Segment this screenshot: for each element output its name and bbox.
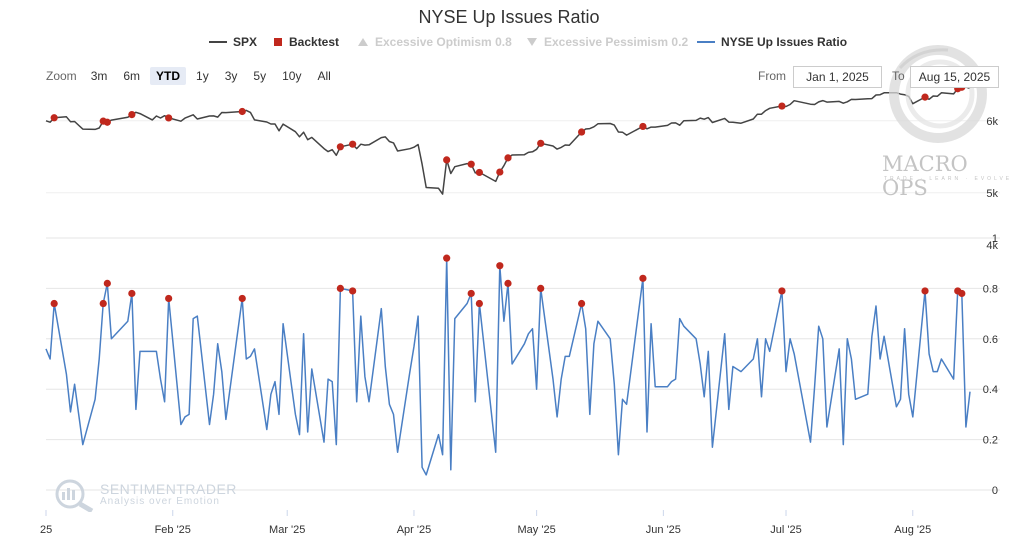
backtest-marker-ratio (778, 287, 786, 295)
x-tick-label: Mar '25 (269, 524, 305, 536)
zoom-ytd-button[interactable]: YTD (150, 67, 187, 85)
backtest-marker-ratio (128, 289, 136, 298)
backtest-marker-spx (349, 140, 357, 148)
backtest-marker-ratio (165, 294, 173, 303)
macro-ops-logo-icon (889, 45, 987, 143)
legend-label-excessive-pessimism: Excessive Pessimism 0.2 (544, 35, 689, 49)
zoom-label: Zoom (46, 69, 77, 83)
x-tick-label: 25 (40, 524, 52, 536)
backtest-marker-spx (238, 107, 246, 116)
line-marker-icon (209, 41, 227, 43)
x-tick-label: Jul '25 (770, 524, 801, 536)
spx-tick-label: 5k (986, 188, 998, 200)
backtest-marker-spx (504, 154, 512, 162)
backtest-marker-ratio (577, 299, 586, 308)
from-label: From (758, 69, 786, 83)
chart-gridlines (45, 120, 1000, 516)
zoom-1y-button[interactable]: 1y (196, 69, 209, 83)
zoom-3m-button[interactable]: 3m (90, 69, 108, 83)
backtest-marker-ratio (336, 284, 344, 292)
backtest-marker-ratio (958, 289, 966, 298)
backtest-marker-spx (639, 122, 647, 131)
up-issues-series-line (45, 257, 971, 476)
x-tick-label: May '25 (518, 524, 556, 536)
backtest-marker-spx (103, 118, 111, 126)
legend-label-backtest: Backtest (289, 35, 340, 49)
macro-ops-tagline: TRADE · LEARN · EVOLVE (884, 176, 1013, 182)
ratio-tick-label: 0.8 (983, 283, 998, 295)
axis-labels: 0 0.2 0.4 0.6 0.8 1 6k 5k 4k 25 Feb '25 Mar '25 Apr … (40, 116, 998, 536)
zoom-all-button[interactable]: All (317, 69, 331, 83)
x-tick-label: Aug '25 (894, 524, 931, 536)
legend-item-up-issues[interactable]: NYSE Up Issues Ratio (697, 35, 847, 49)
backtest-marker-ratio (537, 284, 545, 292)
square-marker-icon (274, 38, 282, 46)
spx-tick-label: 6k (986, 116, 998, 128)
backtest-marker-spx (128, 111, 136, 119)
triangle-up-icon (358, 38, 368, 46)
to-label: To (892, 69, 905, 83)
legend-item-backtest[interactable]: Backtest (273, 35, 339, 49)
x-tick-label: Feb '25 (155, 524, 191, 536)
from-date-input[interactable]: Jan 1, 2025 (793, 66, 882, 88)
legend-item-excessive-pessimism[interactable]: Excessive Pessimism 0.2 (526, 35, 688, 49)
backtest-marker-ratio (921, 287, 929, 295)
zoom-controls: Zoom 3m 6m YTD 1y 3y 5y 10y All (46, 66, 337, 86)
backtest-marker-ratio (50, 299, 58, 308)
macro-ops-watermark: MACRO OPS (882, 152, 968, 200)
zoom-10y-button[interactable]: 10y (282, 69, 302, 83)
backtest-marker-spx (165, 114, 173, 122)
spx-extra-tick-label: 4k (986, 240, 998, 252)
legend-label-spx: SPX (233, 35, 258, 49)
triangle-down-icon (527, 38, 537, 46)
zoom-6m-button[interactable]: 6m (123, 69, 141, 83)
legend-label-up-issues: NYSE Up Issues Ratio (721, 35, 848, 49)
backtest-marker-spx (475, 168, 483, 177)
zoom-5y-button[interactable]: 5y (253, 69, 267, 83)
backtest-marker-spx (496, 168, 504, 176)
legend-item-spx[interactable]: SPX (209, 35, 257, 49)
ratio-tick-label: 0.2 (983, 435, 998, 447)
chart-legend: SPX Backtest Excessive Optimism 0.8 Exce… (0, 35, 1018, 53)
backtest-marker-spx (336, 143, 344, 151)
ratio-tick-label: 0.4 (983, 384, 998, 396)
backtest-marker-spx (778, 102, 786, 110)
backtest-marker-ratio (496, 262, 504, 270)
to-date-input[interactable]: Aug 15, 2025 (910, 66, 999, 88)
sentimentrader-watermark: SENTIMENTRADER (100, 481, 237, 497)
x-tick-label: Jun '25 (646, 524, 681, 536)
backtest-marker-ratio (504, 279, 512, 287)
chart-title: NYSE Up Issues Ratio (418, 7, 600, 27)
backtest-marker-spx (537, 139, 545, 147)
backtest-marker-ratio (349, 287, 357, 295)
sentimentrader-logo-icon (55, 479, 94, 512)
backtest-marker-spx (443, 156, 451, 164)
ratio-tick-label: 0 (992, 485, 998, 497)
backtest-marker-ratio (467, 289, 475, 298)
backtest-marker-spx (50, 114, 58, 122)
backtest-marker-ratio (475, 299, 483, 308)
backtest-marker-spx (577, 128, 586, 136)
backtest-marker-ratio (99, 299, 107, 308)
backtest-marker-ratio (639, 274, 647, 282)
ratio-tick-label: 0.6 (983, 334, 998, 346)
line-marker-icon (697, 41, 715, 43)
sentimentrader-tagline: Analysis over Emotion (100, 496, 220, 507)
legend-item-excessive-optimism[interactable]: Excessive Optimism 0.8 (357, 35, 512, 49)
backtest-marker-spx (921, 93, 929, 101)
backtest-marker-ratio (238, 294, 246, 303)
spx-series-line (45, 86, 971, 195)
backtest-marker-spx (467, 160, 475, 168)
zoom-3y-button[interactable]: 3y (224, 69, 238, 83)
backtest-marker-ratio (443, 254, 451, 262)
series-layer (45, 83, 971, 476)
legend-label-excessive-optimism: Excessive Optimism 0.8 (375, 35, 512, 49)
backtest-marker-ratio (103, 279, 111, 287)
ratio-tick-label: 1 (992, 233, 998, 245)
x-tick-label: Apr '25 (397, 524, 432, 536)
